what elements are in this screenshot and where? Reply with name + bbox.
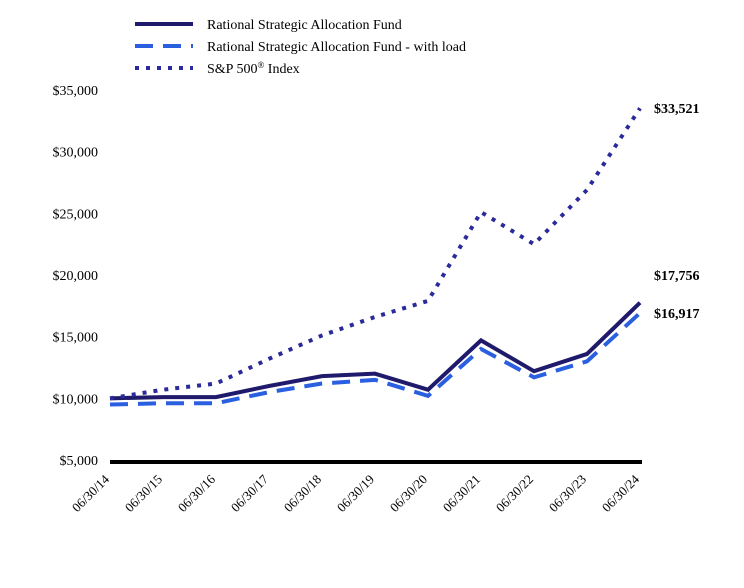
legend-label: Rational Strategic Allocation Fund [207,18,402,33]
xtick-label: 06/30/24 [599,471,643,515]
ytick-label: $10,000 [53,392,99,407]
xtick-label: 06/30/22 [493,472,536,515]
xtick-label: 06/30/23 [546,472,589,515]
xtick-label: 06/30/17 [228,471,272,515]
xtick-label: 06/30/19 [334,472,377,515]
ytick-label: $5,000 [60,454,99,469]
series-line [110,313,640,404]
chart-svg: $5,000 $10,000 $15,000 $20,000 $25,000 $30,00… [0,0,744,588]
series-end-label: $33,521 [654,102,700,117]
ytick-label: $20,000 [53,269,99,284]
xtick-label: 06/30/21 [440,472,483,515]
growth-chart: $5,000 $10,000 $15,000 $20,000 $25,000 $30,00… [0,0,744,588]
xtick-label: 06/30/16 [175,471,219,515]
series-end-label: $16,917 [654,307,700,322]
ytick-label: $15,000 [53,331,99,346]
xtick-label: 06/30/20 [387,472,430,515]
ytick-label: $35,000 [53,84,99,99]
legend-label: Rational Strategic Allocation Fund - wit… [207,40,466,55]
ytick-label: $25,000 [53,207,99,222]
xtick-label: 06/30/18 [281,472,324,515]
legend-label: S&P 500® Index [207,60,300,77]
ytick-label: $30,000 [53,146,99,161]
series-line [110,108,640,398]
xtick-label: 06/30/15 [122,472,165,515]
series-end-label: $17,756 [654,269,700,284]
xtick-label: 06/30/14 [69,471,113,515]
series-line [110,303,640,399]
